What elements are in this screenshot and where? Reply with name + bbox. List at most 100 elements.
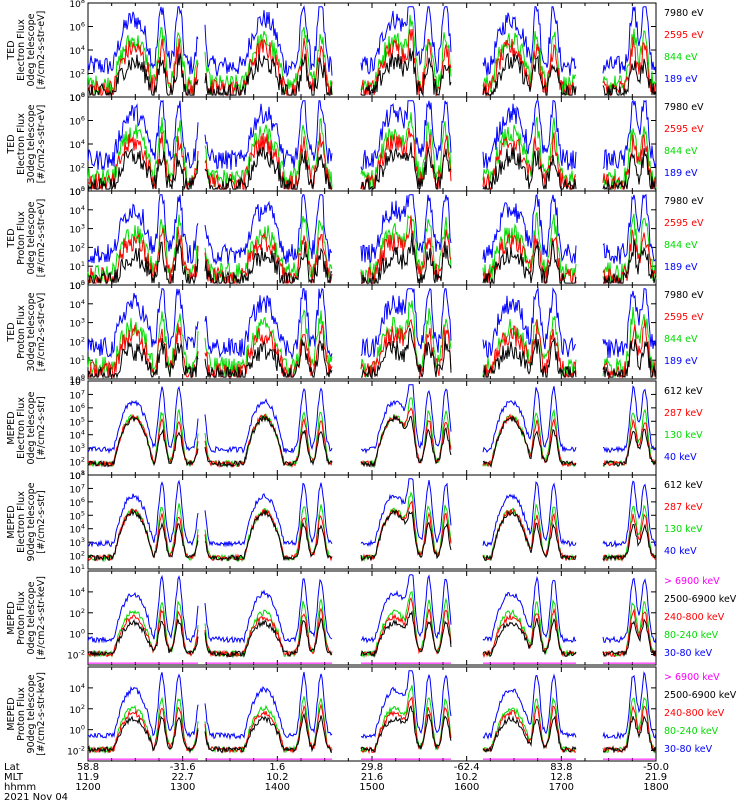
legend-entry: 7980 eV: [664, 290, 704, 301]
lat-tick-label: -31.6: [170, 762, 196, 773]
y-tick-label: 100: [69, 185, 85, 198]
legend-entry: 189 eV: [664, 262, 698, 273]
series-line-black: [87, 508, 657, 563]
chart-panels: TEDElectron Flux0deg telescope[#/cm2-s-s…: [6, 0, 737, 762]
legend-entry: 240-800 keV: [664, 708, 725, 719]
lat-tick-label: -62.4: [454, 762, 480, 773]
legend-entry: 7980 eV: [664, 8, 704, 19]
series-line-blue: [87, 670, 657, 741]
y-tick-label: 106: [69, 115, 85, 128]
legend-entry: 2500-6900 keV: [664, 594, 737, 605]
y-axis-label: MEPEDProton Flux0deg telescope[#/cm2-s-s…: [6, 576, 47, 660]
legend-entry: 2595 eV: [664, 30, 704, 41]
legend-entry: 287 keV: [664, 502, 703, 513]
y-axis-label-line: [#/cm2-s-str-keV]: [36, 672, 47, 756]
y-axis-label: MEPEDProton Flux90deg telescope[#/cm2-s-…: [6, 672, 47, 756]
y-axis-label-line: [#/cm2-s-str]: [36, 396, 47, 459]
legend-entry: > 6900 keV: [664, 576, 720, 587]
panel-1: TEDElectron Flux0deg telescope[#/cm2-s-s…: [6, 0, 704, 104]
y-axis-label-line: [#/cm2-s-str]: [36, 490, 47, 553]
y-axis-label-line: MEPED: [6, 601, 17, 634]
y-tick-label: 100: [69, 724, 85, 737]
y-axis-label-line: 90deg telescope: [26, 674, 37, 753]
mlt-tick-label: 11.9: [77, 772, 99, 783]
series-line-blue: [87, 478, 657, 549]
legend-entry: 2595 eV: [664, 218, 704, 229]
y-tick-label: 104: [69, 298, 85, 311]
series-line-green: [87, 685, 657, 754]
y-tick-label: 108: [69, 469, 85, 482]
footer-label-mlt: MLT: [4, 772, 24, 783]
y-axis-label: MEPEDElectron Flux0deg telescope[#/cm2-s…: [6, 391, 47, 464]
y-tick-label: 107: [69, 388, 85, 401]
y-tick-label: 104: [69, 682, 85, 695]
y-tick-label: 106: [69, 496, 85, 509]
y-tick-label: 100: [69, 373, 85, 386]
y-axis-label-line: TED: [6, 40, 17, 60]
panel-3: TEDProton Flux0deg telescope[#/cm2-s-str…: [6, 185, 704, 292]
legend-entry: 2595 eV: [664, 312, 704, 323]
y-tick-label: 105: [69, 279, 85, 292]
y-axis-label-line: 0deg telescope: [26, 391, 37, 464]
y-tick-label: 105: [69, 185, 85, 198]
y-axis-label-line: TED: [6, 228, 17, 248]
legend-entry: 130 keV: [664, 430, 703, 441]
legend-entry: 240-800 keV: [664, 612, 725, 623]
y-axis-label: TEDElectron Flux30deg telescope[#/cm2-s-…: [6, 104, 47, 183]
y-tick-label: 10-2: [67, 745, 85, 758]
panel-6: MEPEDElectron Flux90deg telescope[#/cm2-…: [6, 469, 703, 576]
y-tick-label: 100: [69, 279, 85, 292]
mlt-tick-label: 10.2: [266, 772, 288, 783]
lat-tick-label: 29.8: [361, 762, 383, 773]
legend-entry: 30-80 keV: [664, 744, 713, 755]
mlt-tick-label: 21.6: [361, 772, 383, 783]
y-tick-label: 100: [69, 91, 85, 104]
y-tick-label: 108: [69, 91, 85, 104]
y-axis-label-line: [#/cm2-s-str-keV]: [36, 576, 47, 660]
legend-entry: 7980 eV: [664, 196, 704, 207]
legend-entry: 844 eV: [664, 146, 698, 157]
legend-entry: 844 eV: [664, 334, 698, 345]
y-axis-label-line: Electron Flux: [16, 19, 27, 81]
series-line-black: [87, 414, 657, 469]
y-axis-label-line: 90deg telescope: [26, 482, 37, 561]
panel-7: MEPEDProton Flux0deg telescope[#/cm2-s-s…: [6, 570, 737, 666]
y-axis-label-line: Electron Flux: [16, 491, 27, 553]
series-line-blue: [87, 5, 657, 78]
legend-entry: 80-240 keV: [664, 630, 719, 641]
y-axis-label-line: Proton Flux: [16, 591, 27, 645]
legend-entry: 844 eV: [664, 52, 698, 63]
y-tick-label: 104: [69, 138, 85, 151]
y-axis-label-line: MEPED: [6, 697, 17, 730]
series-line-black: [87, 609, 657, 659]
y-axis-label-line: Electron Flux: [16, 113, 27, 175]
y-axis-label-line: 0deg telescope: [26, 13, 37, 86]
legend-entry: 189 eV: [664, 74, 698, 85]
y-axis-label-line: MEPED: [6, 411, 17, 444]
y-tick-label: 101: [69, 563, 85, 576]
series-line-blue: [87, 99, 657, 172]
series-line-green: [87, 300, 657, 379]
y-tick-label: 101: [69, 469, 85, 482]
mlt-tick-label: 22.7: [172, 772, 194, 783]
y-tick-label: 100: [69, 628, 85, 641]
time-tick-label: 1400: [265, 782, 290, 793]
y-axis-label: MEPEDElectron Flux90deg telescope[#/cm2-…: [6, 482, 47, 561]
y-tick-label: 104: [69, 204, 85, 217]
y-tick-label: 103: [69, 536, 85, 549]
footer-label-lat: Lat: [4, 762, 20, 773]
y-tick-label: 107: [69, 482, 85, 495]
time-tick-label: 1500: [359, 782, 384, 793]
series-line-blue: [87, 384, 657, 455]
y-tick-label: 101: [69, 260, 85, 273]
series-line-red: [87, 696, 657, 755]
y-axis-label-line: TED: [6, 134, 17, 154]
series-line-red: [87, 215, 657, 285]
series-line-black: [87, 327, 657, 380]
y-axis-label-line: 30deg telescope: [26, 104, 37, 183]
series-line-black: [87, 48, 657, 98]
legend-entry: 2595 eV: [664, 124, 704, 135]
time-tick-label: 1300: [170, 782, 195, 793]
